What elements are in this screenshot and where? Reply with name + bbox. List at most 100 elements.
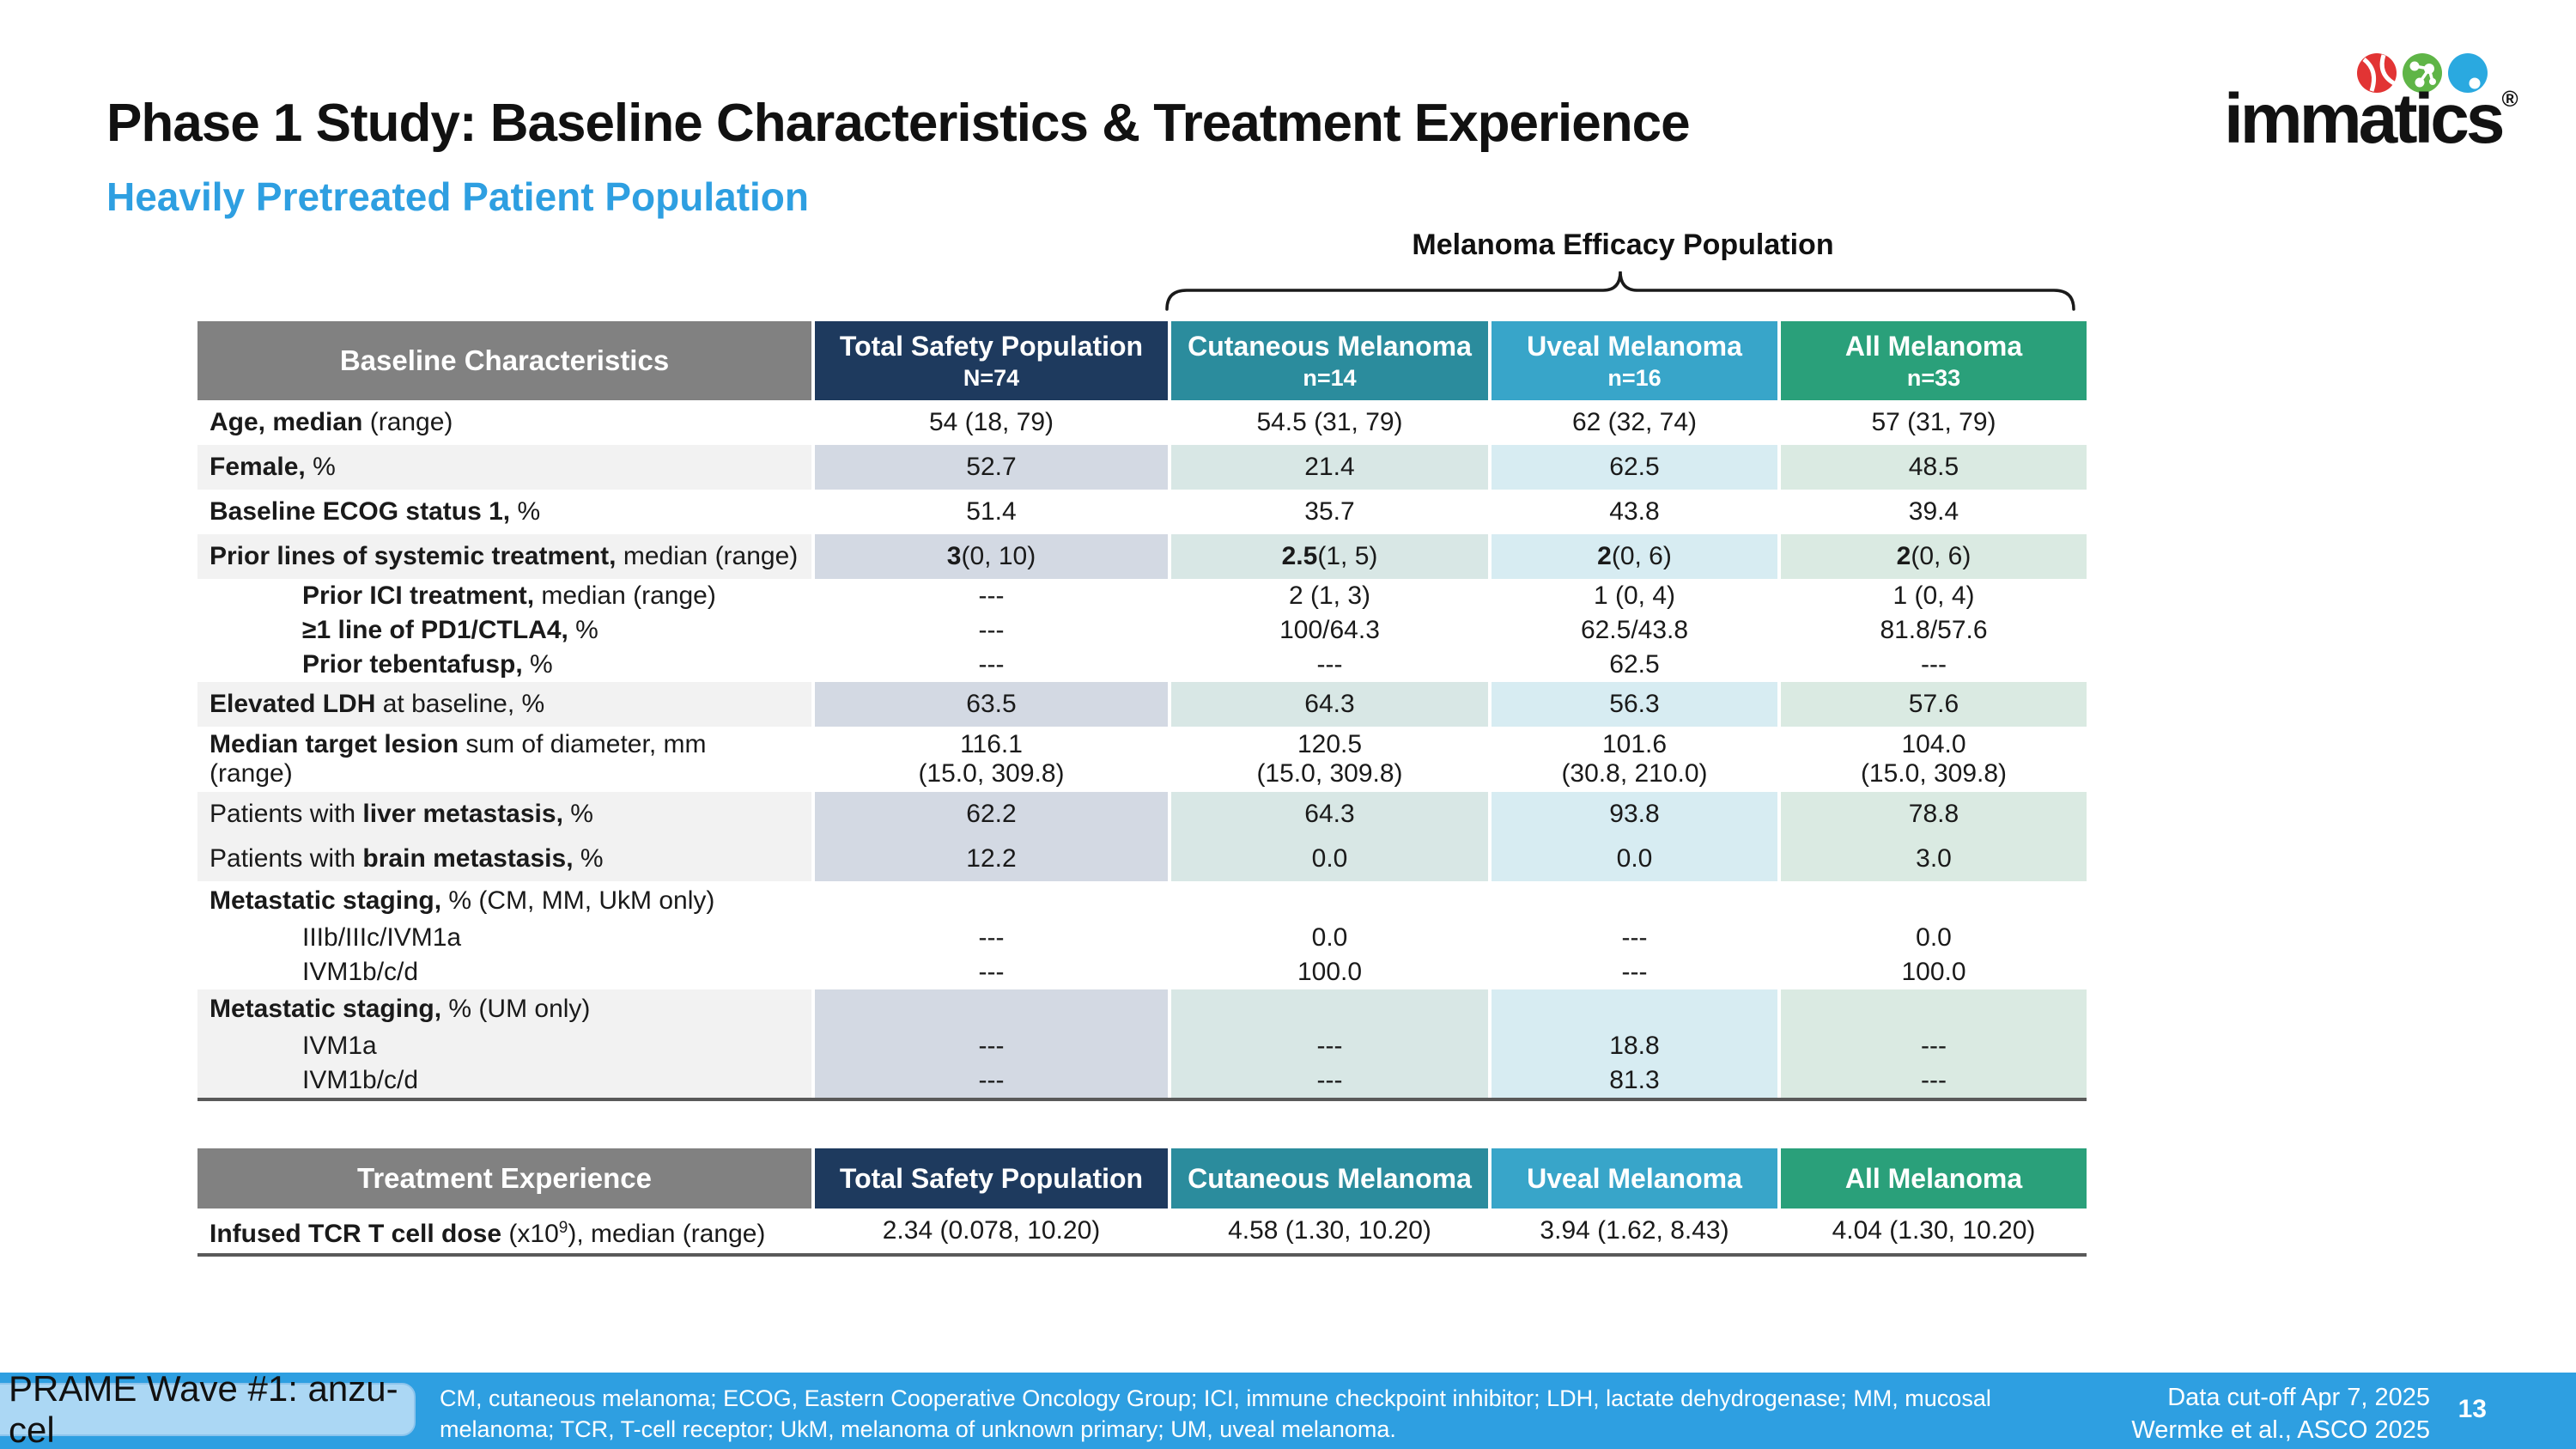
row-label-text: Median target lesion sum of diameter, mm… [210,730,707,788]
column-header-title: Cutaneous Melanoma [1188,1163,1472,1194]
row-label: Baseline ECOG status 1, % [197,490,811,534]
table-row: Baseline ECOG status 1, % 51.4 35.7 43.8 39.… [197,490,2087,534]
table-cell [1488,881,1777,921]
table-cell: 21.4 [1168,445,1488,490]
row-label: Age, median (range) [197,400,811,445]
table-cell: 64.3 [1168,792,1488,837]
row-label: Prior lines of systemic treatment, media… [197,534,811,579]
treatment-experience-table: Treatment Experience Total Safety Populat… [197,1148,2087,1257]
table-cell: --- [811,1029,1168,1063]
table-row: Median target lesion sum of diameter, mm… [197,727,2087,792]
table-cell: 104.0 (15.0, 309.8) [1777,727,2087,792]
table-cell: 2 (0, 6) [1488,534,1777,579]
table-cell: 120.5 (15.0, 309.8) [1168,727,1488,792]
row-label: Female, % [197,445,811,490]
table-cell: 63.5 [811,682,1168,727]
table-cell: 100/64.3 [1168,613,1488,648]
row-label-text: Baseline ECOG status 1, % [210,497,541,526]
row-label-text: Patients with brain metastasis, % [210,844,604,873]
column-header: All Melanoma n=33 [1777,321,2087,400]
column-header-n: n=16 [1607,365,1662,391]
table-header-row: Treatment Experience Total Safety Populat… [197,1148,2087,1209]
table-cell: 57 (31, 79) [1777,400,2087,445]
table-cell: 39.4 [1777,490,2087,534]
table-cell: 51.4 [811,490,1168,534]
table-header-row: Baseline Characteristics Total Safety Pop… [197,321,2087,400]
table-cell: 2 (0, 6) [1777,534,2087,579]
brace-icon [1165,271,2075,311]
table-cell [811,989,1168,1029]
table-cell: 0.0 [1488,837,1777,881]
table-row: Infused TCR T cell dose (x109), median (… [197,1209,2087,1253]
column-header-title: Cutaneous Melanoma [1188,331,1472,362]
table-cell [1777,881,2087,921]
table-cell: 12.2 [811,837,1168,881]
table-cell: 3.0 [1777,837,2087,881]
footnote-line-2: melanoma; TCR, T-cell receptor; UkM, mel… [440,1416,1396,1442]
table-cell: 2 (1, 3) [1168,579,1488,613]
page-title: Phase 1 Study: Baseline Characteristics … [106,94,1691,153]
table-cell: 0.0 [1168,837,1488,881]
row-label: IVM1b/c/d [197,1063,811,1098]
table-cell: 100.0 [1777,955,2087,989]
registered-mark: ® [2501,86,2518,112]
table-row: Age, median (range) 54 (18, 79) 54.5 (31, … [197,400,2087,445]
row-label-text: IVM1b/c/d [302,1066,419,1094]
row-label: Prior tebentafusp, % [197,648,811,682]
table-row: Patients with liver metastasis, % 62.2 64.… [197,792,2087,837]
row-label: IVM1a [197,1029,811,1063]
logo-brand-text: immatics [2224,80,2506,158]
table-cell: 78.8 [1777,792,2087,837]
baseline-characteristics-table: Baseline Characteristics Total Safety Pop… [197,321,2087,1101]
column-header: Uveal Melanoma [1488,1148,1777,1209]
row-label: IIIb/IIIc/IVM1a [197,921,811,955]
row-label: Elevated LDH at baseline, % [197,682,811,727]
table-row: Metastatic staging, % (CM, MM, UkM only) [197,881,2087,921]
table-cell: 54.5 (31, 79) [1168,400,1488,445]
table-cell: 1 (0, 4) [1488,579,1777,613]
table-cell: 81.8/57.6 [1777,613,2087,648]
table-cell: 100.0 [1168,955,1488,989]
table-cell: --- [1488,955,1777,989]
column-header: All Melanoma [1777,1148,2087,1209]
row-label: Prior ICI treatment, median (range) [197,579,811,613]
efficacy-population-label: Melanoma Efficacy Population [1412,228,1834,261]
table-row: ≥1 line of PD1/CTLA4, % --- 100/64.3 62.5/4… [197,613,2087,648]
table-cell [1777,989,2087,1029]
table-cell: --- [1488,921,1777,955]
table-cell: 81.3 [1488,1063,1777,1098]
column-header-n: N=74 [963,365,1020,391]
column-header-n: n=33 [1906,365,1961,391]
table-cell: --- [1168,1063,1488,1098]
row-label-text: Age, median (range) [210,408,453,436]
table-cell: 62.5 [1488,445,1777,490]
table-row: Patients with brain metastasis, % 12.2 0.0… [197,837,2087,881]
table-cell [1488,989,1777,1029]
column-header-label: Baseline Characteristics [197,321,811,400]
table-cell: 93.8 [1488,792,1777,837]
table-cell: 0.0 [1777,921,2087,955]
table-cell: 2.34 (0.078, 10.20) [811,1209,1168,1253]
table-row: Prior lines of systemic treatment, media… [197,534,2087,579]
row-label: Patients with brain metastasis, % [197,837,811,881]
table-cell: --- [811,1063,1168,1098]
logo-wordmark: immatics® [2224,79,2518,160]
table-cell: 4.04 (1.30, 10.20) [1777,1209,2087,1253]
column-header: Total Safety Population N=74 [811,321,1168,400]
row-label: Metastatic staging, % (UM only) [197,989,811,1029]
citation-text: Wermke et al., ASCO 2025 [2131,1416,2430,1444]
row-label: Metastatic staging, % (CM, MM, UkM only) [197,881,811,921]
row-label-text: Metastatic staging, % (UM only) [210,995,591,1023]
table-bottom-rule [197,1098,2087,1101]
row-label: IVM1b/c/d [197,955,811,989]
column-header: Cutaneous Melanoma [1168,1148,1488,1209]
column-header-title: Total Safety Population [839,1163,1144,1194]
immatics-logo: immatics® [2224,45,2518,158]
row-label-text: Patients with liver metastasis, % [210,800,593,828]
table-row: IIIb/IIIc/IVM1a --- 0.0 --- 0.0 [197,921,2087,955]
table-cell: 62.2 [811,792,1168,837]
row-label-text: Metastatic staging, % (CM, MM, UkM only) [210,886,715,915]
column-header: Uveal Melanoma n=16 [1488,321,1777,400]
row-label-text: Prior lines of systemic treatment, media… [210,542,799,570]
